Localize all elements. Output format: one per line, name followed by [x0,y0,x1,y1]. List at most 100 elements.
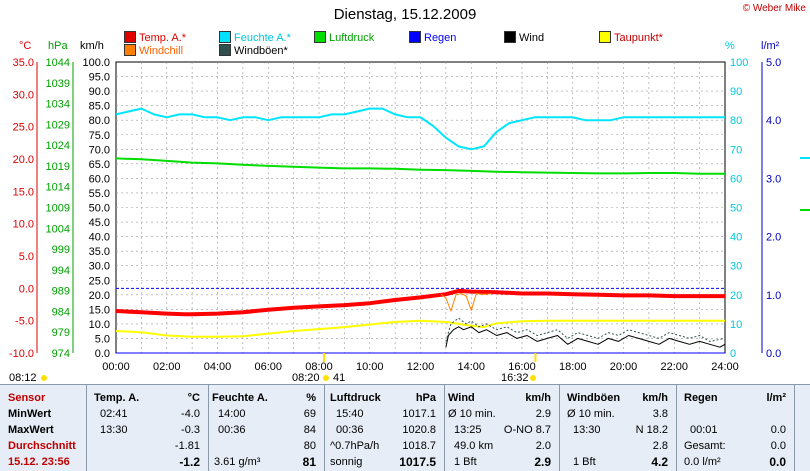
tick-celsius: -10.0 [9,348,34,360]
tick-celsius: 0.0 [19,283,34,295]
tick-hpa: 1009 [46,203,70,215]
tick-time: 18:00 [559,361,587,373]
humidity-current: 81 [302,455,316,469]
wind-distance: 49.0 km [454,440,494,452]
tick-rain: 0.0 [766,348,781,360]
pressure-min-value: 1017.1 [402,408,436,420]
noon-extra: 41 [333,372,346,384]
series-line [115,319,725,338]
temp-min-value: -4.0 [181,408,200,420]
unit-kmh: km/h [80,40,104,52]
sunrise-icon [41,375,47,381]
legend-swatch [124,31,136,43]
tick-kmh: 35.0 [89,246,110,258]
legend-swatch [314,31,326,43]
legend-label: Windchill [139,45,184,57]
humidity-max-value: 84 [303,424,316,436]
tick-percent: 30 [730,261,742,273]
tick-kmh: 30.0 [89,261,110,273]
legend-rain: Regen [409,31,456,44]
legend-wind: Wind [504,31,544,44]
tick-kmh: 40.0 [89,232,110,244]
gust-unit: km/h [642,392,668,404]
tick-celsius: 35.0 [13,57,34,69]
pressure-max-value: 1020.8 [402,424,436,436]
tick-kmh: 10.0 [89,319,110,331]
tick-celsius: -5.0 [15,316,34,328]
gust-current: 4.2 [651,455,668,469]
tick-time: 22:00 [660,361,688,373]
rain-today: 0.0 l/m² [684,456,721,468]
temp-current: -1.2 [179,455,200,469]
tick-hpa: 1024 [46,140,70,152]
wind-max-time: 13:25 [454,424,482,436]
tick-percent: 50 [730,203,742,215]
legend-label: Feuchte A.* [234,32,291,44]
tick-hpa: 1039 [46,78,70,90]
tick-hpa: 1004 [46,223,70,235]
tick-time: 08:00 [305,361,333,373]
tick-percent: 0 [730,348,736,360]
legend-swatch [219,44,231,56]
legend-pressure: Luftdruck [314,31,374,44]
tick-hpa: 1019 [46,161,70,173]
credit-link[interactable]: © Weber Mike [742,3,806,14]
tick-kmh: 0.0 [95,348,110,360]
legend-dewpoint: Taupunkt* [599,31,663,44]
tick-time: 04:00 [204,361,232,373]
wind-mean: 2.0 [535,440,551,452]
wind-avg-value: 2.9 [535,408,551,420]
tick-celsius: 10.0 [13,219,34,231]
humidity-absolute: 3.61 g/m³ [214,456,261,468]
tick-celsius: 20.0 [13,154,34,166]
tick-kmh: 95.0 [89,72,110,84]
pressure-column: Luftdruck hPa 15:40 1017.1 00:36 1020.8 … [324,384,444,471]
rain-current: 0.0 [769,455,786,469]
tick-percent: 90 [730,86,742,98]
humidity-unit: % [306,392,316,404]
temp-avg: -1.81 [174,440,200,452]
tick-percent: 60 [730,173,742,185]
tick-hpa: 1014 [46,182,70,194]
pressure-current: 1017.5 [399,455,436,469]
series-line [445,326,726,348]
tick-kmh: 75.0 [89,130,110,142]
pressure-trend: ^0.7hPa/h [330,440,380,452]
tick-time: 00:00 [102,361,130,373]
humidity-min-time: 14:00 [218,408,246,420]
table-dividers [0,384,810,471]
tick-kmh: 45.0 [89,217,110,229]
humidity-max-time: 00:36 [218,424,246,436]
tick-celsius: 15.0 [13,186,34,198]
gust-mean: 2.8 [652,440,668,452]
tick-celsius: 30.0 [13,89,34,101]
row-label-max: MaxWert [8,424,54,436]
rain-max-time: 00:01 [690,424,718,436]
legend-humidity: Feuchte A.* [219,31,291,44]
legend-label: Windböen* [234,45,288,57]
tick-hpa: 979 [52,327,70,339]
tick-percent: 10 [730,319,742,331]
tick-time: 14:00 [457,361,485,373]
tick-hpa: 974 [52,348,70,360]
humidity-avg: 80 [303,440,316,452]
legend-temp: Temp. A.* [124,31,186,44]
legend-swatch [504,31,516,43]
temp-min-time: 02:41 [100,408,128,420]
tick-time: 20:00 [610,361,638,373]
wind-beaufort: 1 Bft [454,456,477,468]
wind-current: 2.9 [534,455,551,469]
legend-swatch [409,31,421,43]
tick-rain: 5.0 [766,57,781,69]
wind-column: Wind km/h Ø 10 min. 2.9 13:25 O-NO 8.7 4… [444,384,559,471]
tick-percent: 40 [730,232,742,244]
legend-label: Regen [424,32,457,44]
tick-kmh: 100.0 [82,57,110,69]
tick-kmh: 15.0 [89,304,110,316]
legend-label: Wind [519,32,545,44]
legend-label: Taupunkt* [614,32,663,44]
tick-kmh: 55.0 [89,188,110,200]
pressure-min-time: 15:40 [336,408,364,420]
rain-column: Regen l/m² 00:01 0.0 Gesamt: 0.0 0.0 l/m… [676,384,794,471]
legend-swatch [599,31,611,43]
